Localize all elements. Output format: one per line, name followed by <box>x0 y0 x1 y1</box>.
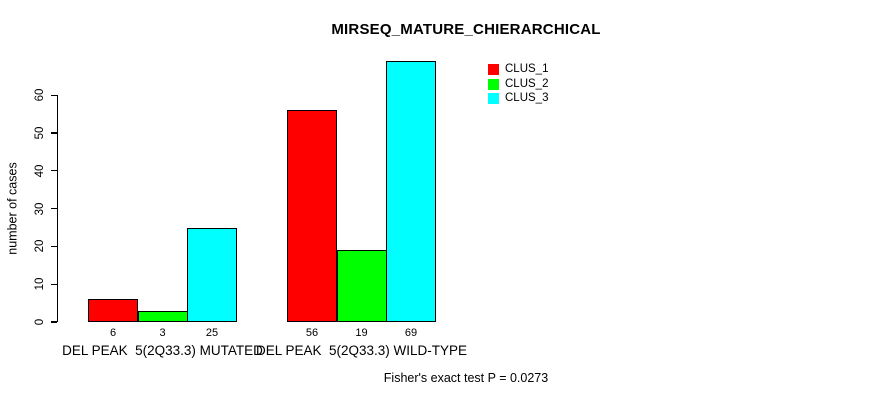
legend: CLUS_1 CLUS_2 CLUS_3 <box>488 63 549 108</box>
legend-item-clus_3: CLUS_3 <box>488 92 549 105</box>
bar-value-label: 69 <box>404 327 418 339</box>
y-axis-tick-label: 30 <box>34 202 46 215</box>
bar-clus_1-group2 <box>287 110 337 322</box>
y-axis-tick <box>51 170 57 172</box>
legend-swatch-icon <box>488 93 499 105</box>
bar-value-label: 6 <box>109 327 117 339</box>
y-axis-tick <box>51 208 57 210</box>
y-axis-tick <box>51 283 57 285</box>
y-axis-tick-label: 50 <box>34 126 46 140</box>
legend-swatch-icon <box>488 78 499 90</box>
legend-swatch-icon <box>488 64 499 75</box>
legend-label: CLUS_2 <box>505 77 549 90</box>
y-axis-tick-label: 20 <box>34 240 46 253</box>
bar-clus_3-group1 <box>187 227 237 322</box>
y-axis-tick <box>51 94 57 96</box>
bar-value-label: 3 <box>159 327 166 339</box>
bar-clus_2-group1 <box>137 310 188 322</box>
x-axis-group-label: DEL PEAK 5(2Q33.3) MUTATED <box>62 343 263 358</box>
legend-label: CLUS_3 <box>505 92 549 105</box>
bar-value-label: 56 <box>305 327 319 339</box>
legend-item-clus_2: CLUS_2 <box>488 77 549 90</box>
x-axis-group-label: DEL PEAK 5(2Q33.3) WILD-TYPE <box>255 343 468 358</box>
y-axis-tick-label: 40 <box>34 164 46 178</box>
bar-value-label: 19 <box>355 327 368 339</box>
bar-clus_3-group2 <box>386 61 436 322</box>
y-axis-label: number of cases <box>5 162 20 255</box>
legend-item-clus_1: CLUS_1 <box>488 63 549 75</box>
y-axis-tick <box>51 245 57 247</box>
bar-clus_1-group1 <box>88 299 138 322</box>
y-axis-line <box>57 95 59 322</box>
y-axis-tick <box>51 132 57 134</box>
bar-value-label: 25 <box>205 327 219 339</box>
legend-label: CLUS_1 <box>505 63 549 75</box>
y-axis-tick <box>51 321 57 323</box>
bar-clus_2-group2 <box>336 250 387 322</box>
y-axis-tick-label: 0 <box>34 318 46 326</box>
annotation-text: Fisher's exact test P = 0.0273 <box>383 371 549 385</box>
y-axis-tick-label: 10 <box>34 277 46 291</box>
y-axis-tick-label: 60 <box>34 88 46 102</box>
chart-title: MIRSEQ_MATURE_CHIERARCHICAL <box>331 21 601 38</box>
